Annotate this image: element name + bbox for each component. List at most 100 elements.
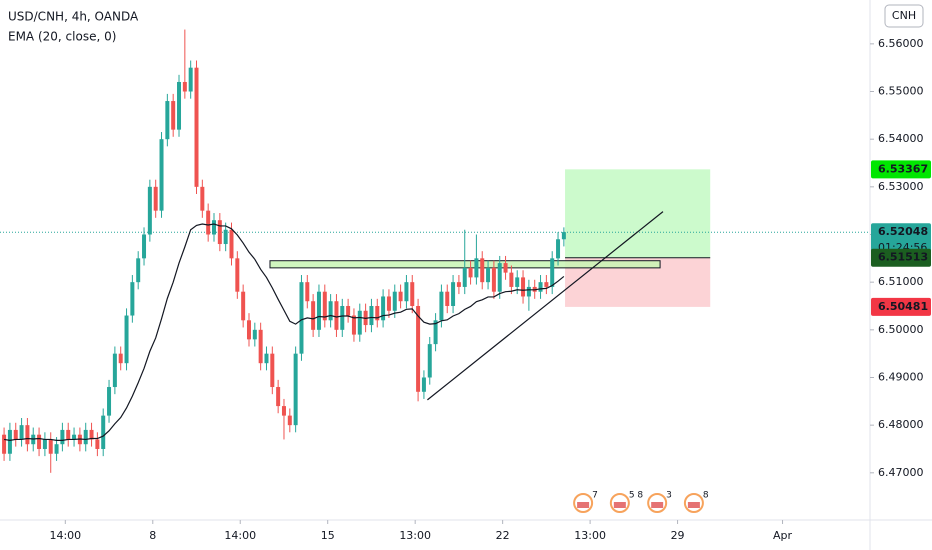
candle-body: [37, 434, 42, 449]
candle-body: [322, 291, 327, 321]
candle-body: [217, 220, 222, 245]
candle-body: [311, 301, 316, 330]
candle-body: [241, 291, 246, 321]
candle-body: [270, 353, 275, 388]
candle-body: [171, 101, 176, 130]
y-tick-label: 6.50000: [878, 323, 924, 336]
x-tick-label: 8: [149, 529, 156, 542]
last-price-label: 6.52048: [878, 225, 928, 238]
candle-body: [147, 186, 152, 235]
candle-body: [25, 425, 30, 445]
candle-body: [474, 258, 479, 278]
candle-body: [165, 101, 170, 140]
candle-body: [235, 258, 240, 292]
candle-body: [375, 305, 380, 321]
candle-body: [83, 429, 88, 445]
plot-area: 7 5 8 3 8: [0, 29, 870, 513]
candle-body: [410, 282, 415, 306]
candle-body: [60, 429, 65, 445]
candle-body: [13, 429, 18, 440]
candle-body: [561, 232, 566, 240]
event-count: 7: [592, 491, 598, 501]
y-tick-label: 6.49000: [878, 370, 924, 383]
candle-body: [369, 305, 374, 326]
event-count: 8: [703, 491, 709, 501]
candle-body: [293, 353, 298, 426]
stop-price-label-box: [871, 297, 931, 316]
candle-body: [521, 277, 526, 297]
candle-body: [182, 81, 187, 92]
candle-body: [486, 267, 491, 283]
entry-price-label-box: [871, 248, 931, 267]
y-tick-label: 6.53000: [878, 180, 924, 193]
event-count: 3: [666, 491, 672, 501]
candle-body: [159, 139, 164, 211]
candle-body: [538, 282, 543, 292]
candle-body: [281, 406, 286, 416]
candle-body: [386, 296, 391, 311]
candle-body: [491, 267, 496, 292]
candle-body: [416, 305, 421, 392]
position-profit-zone: [565, 169, 711, 258]
stop-price-label: 6.50481: [878, 300, 928, 313]
candle-body: [89, 429, 94, 440]
candle-body: [445, 291, 450, 306]
candle-body: [305, 282, 310, 302]
candle-body: [206, 210, 211, 235]
candle-body: [252, 329, 257, 340]
trend-line: [427, 211, 664, 401]
candle-body: [451, 282, 456, 306]
y-tick-label: 6.51000: [878, 275, 924, 288]
candle-body: [316, 291, 321, 330]
x-tick-label: 14:00: [49, 529, 81, 542]
indicator-label: EMA (20, close, 0): [8, 30, 116, 44]
candle-body: [153, 186, 158, 211]
candle-body: [381, 296, 386, 321]
candle-body: [328, 301, 333, 321]
candle-body: [456, 282, 461, 287]
entry-price-label: 6.51513: [878, 251, 928, 264]
candle-body: [287, 415, 292, 426]
candle-body: [392, 291, 397, 311]
candle-body: [421, 377, 426, 392]
candle-body: [433, 320, 438, 345]
candle-body: [223, 229, 228, 245]
candle-body: [42, 439, 47, 449]
candle-body: [357, 310, 362, 335]
candle-body: [497, 263, 502, 292]
candle-body: [334, 301, 339, 330]
ema-line: [3, 223, 565, 442]
candle-body: [299, 282, 304, 354]
target-price-label: 6.53367: [878, 162, 928, 175]
symbol-button[interactable]: [884, 4, 924, 28]
y-tick-label: 6.54000: [878, 132, 924, 145]
axes: 6.47000 6.48000 6.49000 6.50000 6.51000 6.520…: [49, 37, 931, 542]
candle-body: [526, 286, 531, 297]
y-tick-label: 6.56000: [878, 37, 924, 50]
candle-body: [118, 353, 123, 364]
candle-body: [351, 315, 356, 335]
y-tick-label: 6.48000: [878, 418, 924, 431]
candle-body: [468, 267, 473, 278]
x-tick-label: 13:00: [574, 529, 606, 542]
candle-body: [544, 282, 549, 287]
event-flag: [577, 502, 590, 508]
candle-body: [142, 234, 147, 259]
candle-body: [515, 277, 520, 287]
candle-body: [136, 258, 141, 283]
target-price-label-box: [871, 160, 931, 179]
candle-body: [246, 320, 251, 340]
candle-body: [124, 315, 129, 364]
symbol-button-label[interactable]: CNH: [892, 9, 916, 22]
candle-body: [101, 415, 106, 449]
x-tick-label: 15: [321, 529, 335, 542]
candle-body: [503, 263, 508, 273]
candle-body: [66, 429, 71, 440]
candle-body: [107, 387, 112, 416]
chart-title: USD/CNH, 4h, OANDA: [8, 10, 139, 24]
candle-body: [276, 387, 281, 407]
candle-body: [550, 258, 555, 287]
candle-body: [72, 434, 77, 440]
event-flag: [613, 502, 626, 508]
candle-body: [480, 258, 485, 283]
